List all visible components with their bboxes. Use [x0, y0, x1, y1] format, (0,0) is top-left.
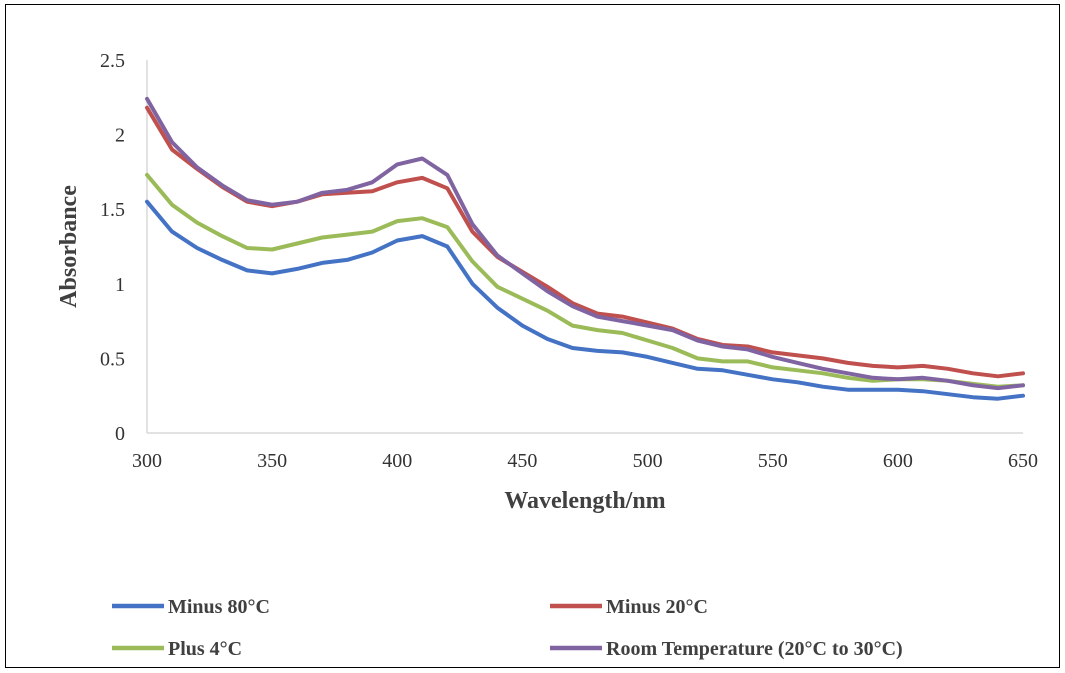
y-axis-title: Absorbance [56, 185, 82, 308]
y-tick-label: 2.5 [100, 50, 125, 72]
x-axis-ticks: 300 350 400 450 500 550 600 650 [132, 450, 1038, 472]
x-tick-label: 500 [633, 450, 663, 472]
series-line [145, 172, 1025, 389]
y-axis-ticks: 0 0.5 1 1.5 2 2.5 [100, 50, 125, 445]
y-tick-label: 1.5 [100, 199, 125, 221]
x-tick-label: 400 [382, 450, 412, 472]
x-tick-label: 600 [883, 450, 913, 472]
legend-label: Minus 20°C [606, 596, 708, 618]
legend-item: Plus 4°C [112, 638, 242, 660]
series-line [145, 199, 1025, 401]
series-line [145, 96, 1025, 391]
legend-label: Room Temperature (20°C to 30°C) [606, 638, 903, 660]
legend-label: Plus 4°C [168, 638, 242, 660]
legend-label: Minus 80°C [168, 596, 270, 618]
legend-item: Minus 80°C [112, 596, 270, 618]
y-tick-label: 2 [115, 125, 125, 147]
legend-item: Room Temperature (20°C to 30°C) [550, 638, 903, 660]
y-tick-label: 1 [115, 274, 125, 296]
x-axis-title: Wavelength/nm [504, 488, 665, 514]
x-tick-label: 650 [1008, 450, 1038, 472]
chart-frame [5, 4, 1060, 668]
x-tick-label: 350 [257, 450, 287, 472]
x-tick-label: 550 [758, 450, 788, 472]
y-tick-label: 0 [115, 423, 125, 445]
x-tick-label: 450 [507, 450, 537, 472]
series-line [145, 105, 1025, 379]
series-layer [145, 96, 1025, 401]
legend-item: Minus 20°C [550, 596, 708, 618]
legend: Minus 80°C Minus 20°C Plus 4°C Room Tempera… [112, 596, 903, 660]
x-tick-label: 300 [132, 450, 162, 472]
y-tick-label: 0.5 [100, 348, 125, 370]
